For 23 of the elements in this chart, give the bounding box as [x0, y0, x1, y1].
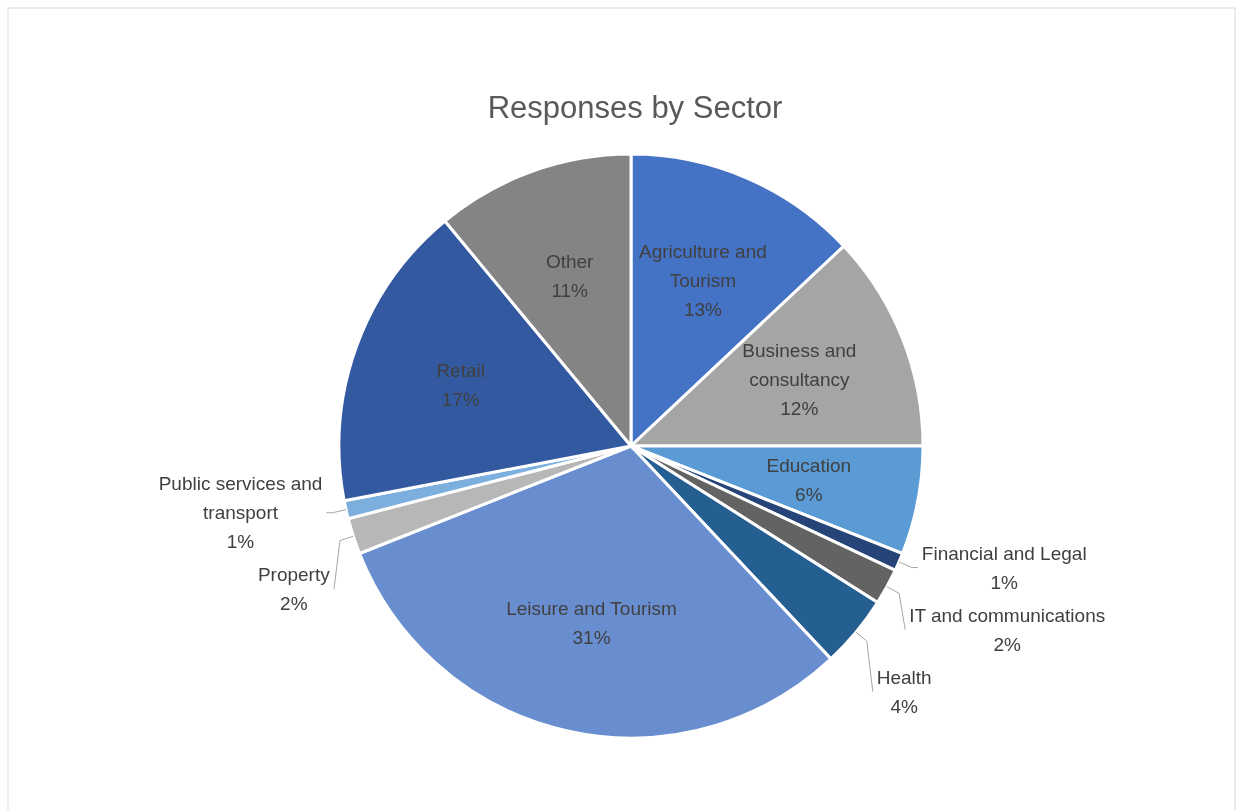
data-label: 31% — [572, 626, 611, 648]
chart-title: Responses by Sector — [487, 90, 783, 125]
slice-label: Agriculture and Tourism — [639, 240, 767, 291]
data-label: 2% — [280, 593, 308, 615]
data-label: 2% — [993, 633, 1022, 655]
slice-label: Property — [257, 564, 331, 586]
data-label: 6% — [795, 484, 823, 506]
data-label: 17% — [441, 388, 480, 410]
slice-label: Leisure and Tourism — [506, 597, 677, 619]
slice-label: Other — [545, 250, 595, 272]
slice-label: Retail — [436, 359, 485, 381]
slice-label: Health — [876, 666, 932, 688]
slice-label: Financial and Legal — [921, 542, 1087, 564]
slice-label: Public services and transport — [158, 473, 323, 524]
slice-label: IT and communications — [909, 604, 1106, 626]
data-label: 1% — [226, 531, 255, 553]
data-label: 12% — [780, 398, 819, 419]
data-label: 11% — [551, 279, 589, 301]
data-label: 1% — [990, 571, 1019, 593]
slice-label: Education — [766, 455, 852, 477]
data-label: 4% — [890, 695, 919, 717]
data-label: 13% — [683, 298, 723, 320]
slice-label: Business and consultancy — [742, 340, 857, 390]
